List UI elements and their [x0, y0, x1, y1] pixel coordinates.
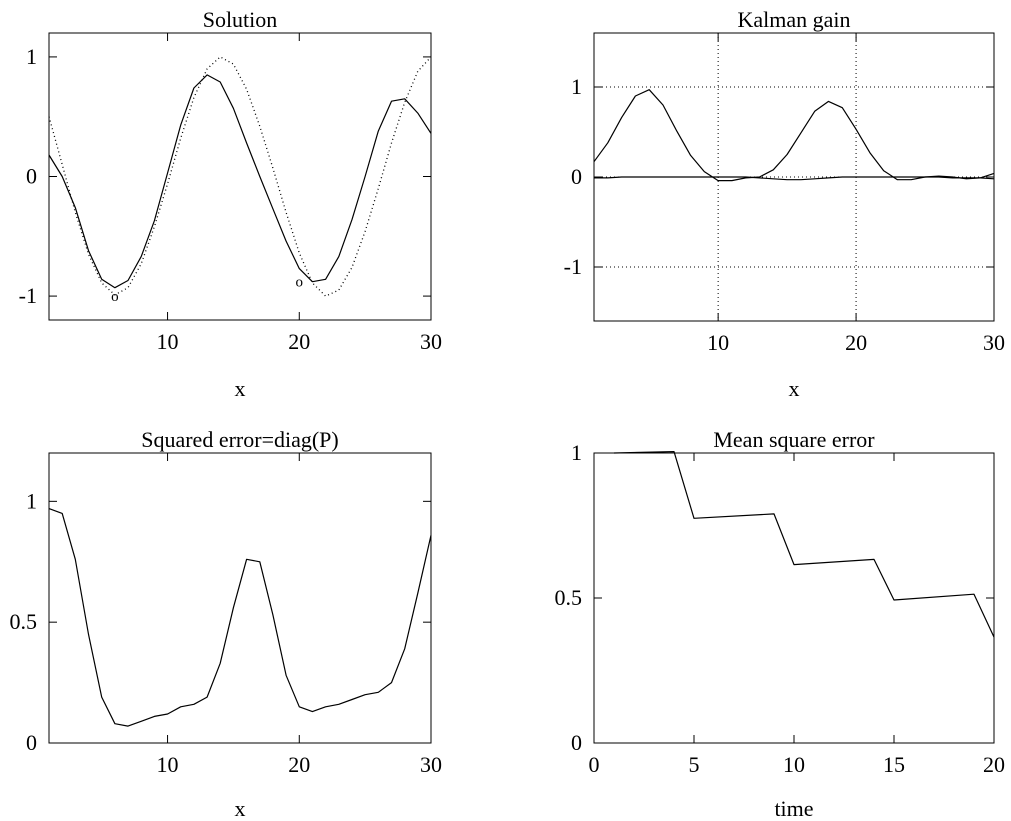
mean-square-error-plot-frame	[593, 452, 995, 744]
solution-x-tick-label: 30	[420, 329, 442, 354]
kalman-gain-x-axis-label: x	[789, 376, 800, 401]
solution-x-tick-label: 20	[288, 329, 310, 354]
squared-error-series	[48, 508, 432, 727]
mean-square-error-x-tick-label: 20	[983, 752, 1005, 777]
solution-series: oo	[48, 56, 432, 305]
squared-error-y-tick-label: 0	[26, 730, 37, 755]
kalman-gain-y-tick-label: -1	[564, 254, 582, 279]
squared-error-title: Squared error=diag(P)	[141, 427, 339, 452]
squared-error-series-line-1	[48, 508, 432, 727]
squared-error-y-tick-label: 1	[26, 488, 37, 513]
solution-marker: o	[296, 275, 304, 291]
mean-square-error-series	[613, 451, 995, 638]
solution-title: Solution	[203, 7, 278, 32]
mean-square-error-title: Mean square error	[713, 427, 875, 452]
solution-x-tick-label: 10	[157, 329, 179, 354]
mean-square-error-y-tick-label: 0.5	[555, 585, 583, 610]
solution-y-tick-label: -1	[19, 283, 37, 308]
kalman-gain-ticks: 10 20 30 -1 0 1	[564, 33, 1005, 355]
mean-square-error-chart: Mean square error time 0 5 10 15 20 0 0.5 1	[555, 427, 1006, 821]
solution-chart: Solution x 10 20 30-101 oo	[19, 7, 442, 401]
solution-plot-frame	[48, 32, 432, 321]
squared-error-x-tick-label: 30	[420, 752, 442, 777]
kalman-gain-series-line-1	[593, 89, 995, 182]
solution-y-tick-label: 0	[26, 164, 37, 189]
squared-error-x-tick-label: 20	[288, 752, 310, 777]
kalman-gain-x-tick-label: 30	[983, 330, 1005, 355]
mean-square-error-x-axis-label: time	[774, 796, 813, 821]
solution-x-axis-label: x	[235, 376, 246, 401]
squared-error-plot-frame	[48, 452, 432, 744]
solution-ticks: 10 20 30 -1 0 1	[19, 33, 442, 354]
kalman-gain-title: Kalman gain	[737, 7, 850, 32]
squared-error-x-tick-label: 10	[157, 752, 179, 777]
squared-error-chart: Squared error=diag(P) x 10 20 30 0 0.5 1	[10, 427, 443, 821]
mean-square-error-y-tick-label: 0	[571, 730, 582, 755]
squared-error-x-axis-label: x	[235, 796, 246, 821]
squared-error-ticks: 10 20 30 0 0.5 1	[10, 453, 442, 777]
squared-error-y-tick-label: 0.5	[10, 609, 38, 634]
kalman-gain-x-tick-label: 10	[707, 330, 729, 355]
mean-square-error-ticks: 0 5 10 15 20 0 0.5 1	[555, 440, 1006, 777]
kalman-gain-chart: Kalman gain x 10 20 30 -1 0 1	[564, 7, 1005, 401]
kalman-gain-y-tick-label: 0	[571, 164, 582, 189]
kalman-gain-y-tick-label: 1	[571, 74, 582, 99]
mean-square-error-x-tick-label: 15	[883, 752, 905, 777]
solution-y-tick-label: 1	[26, 44, 37, 69]
kalman-gain-series-line-2	[594, 176, 995, 181]
mean-square-error-series-line-1	[613, 451, 995, 638]
kalman-gain-series	[593, 89, 995, 182]
solution-marker: o	[111, 289, 119, 305]
mean-square-error-y-tick-label: 1	[571, 440, 582, 465]
mean-square-error-x-tick-label: 0	[589, 752, 600, 777]
solution-series-line-2	[48, 56, 432, 297]
mean-square-error-x-tick-label: 10	[783, 752, 805, 777]
kalman-gain-x-tick-label: 20	[845, 330, 867, 355]
solution-series-line-1	[48, 74, 432, 289]
mean-square-error-x-tick-label: 5	[689, 752, 700, 777]
